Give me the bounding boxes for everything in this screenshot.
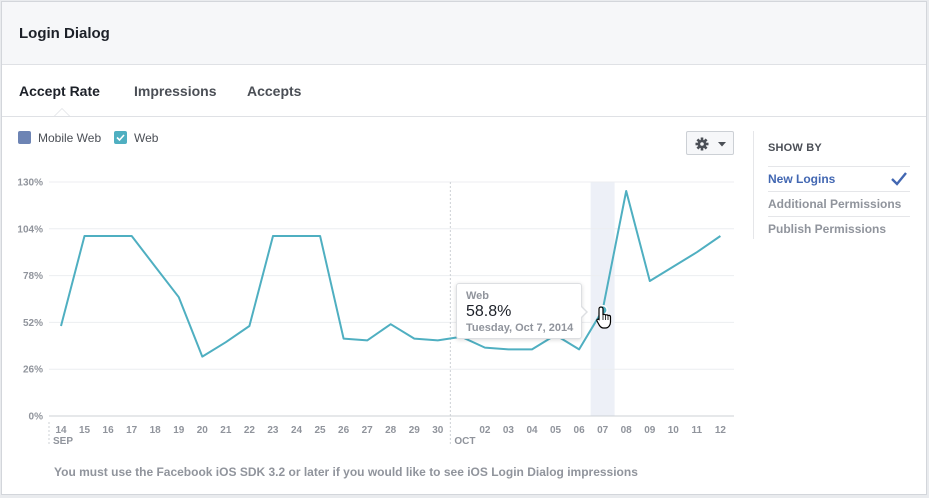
x-tick-label: 27 (362, 425, 374, 436)
month-label: OCT (454, 436, 475, 447)
y-tick-label: 26% (23, 365, 43, 376)
caret-down-icon (718, 142, 726, 147)
series-line-web (60, 190, 721, 358)
x-tick-label: 16 (103, 425, 115, 436)
x-tick-label: 15 (79, 425, 91, 436)
y-tick-label: 52% (23, 318, 43, 329)
page-title: Login Dialog (19, 25, 110, 42)
legend-label-web: Web (134, 131, 159, 145)
show-by-additional-permissions[interactable]: Additional Permissions (768, 191, 910, 216)
x-tick-label: 25 (314, 425, 326, 436)
active-tab-indicator (54, 108, 70, 116)
y-tick-label: 130% (17, 178, 43, 189)
show-by-publish-permissions-label: Publish Permissions (768, 222, 887, 236)
hand-cursor-icon (596, 306, 612, 329)
x-tick-label: 22 (244, 425, 256, 436)
tooltip-date: Tuesday, Oct 7, 2014 (466, 322, 574, 334)
x-tick-label: 14 (55, 425, 67, 436)
x-tick-label: 10 (668, 425, 680, 436)
check-icon (891, 172, 907, 186)
legend-label-mobile-web: Mobile Web (38, 131, 102, 145)
tab-impressions[interactable]: Impressions (134, 83, 217, 99)
x-tick-label: 17 (126, 425, 138, 436)
x-tick-label: 09 (644, 425, 656, 436)
x-tick-label: 29 (409, 425, 421, 436)
x-tick-label: 18 (150, 425, 162, 436)
show-by-publish-permissions[interactable]: Publish Permissions (768, 216, 910, 241)
legend-checkbox-web (114, 131, 127, 144)
x-tick-label: 28 (385, 425, 397, 436)
x-tick-label: 07 (597, 425, 609, 436)
legend-swatch-mobile-web (18, 131, 31, 144)
tab-accepts[interactable]: Accepts (247, 83, 302, 99)
tooltip-arrow (580, 305, 588, 319)
x-tick-label: 19 (173, 425, 185, 436)
gear-icon (695, 137, 726, 151)
x-tick-label: 11 (692, 425, 703, 436)
tab-accept-rate[interactable]: Accept Rate (19, 83, 100, 99)
month-label: SEP (53, 436, 73, 447)
tooltip-series: Web (466, 290, 490, 302)
x-tick-label: 03 (503, 425, 515, 436)
x-tick-label: 26 (338, 425, 350, 436)
x-tick-label: 06 (574, 425, 586, 436)
x-tick-label: 24 (291, 425, 303, 436)
show-by-new-logins[interactable]: New Logins (768, 166, 910, 191)
show-by-title: SHOW BY (768, 142, 822, 154)
show-by-additional-permissions-label: Additional Permissions (768, 197, 902, 211)
x-tick-label: 21 (220, 425, 232, 436)
x-tick-label: 04 (526, 425, 538, 436)
y-tick-label: 78% (23, 271, 43, 282)
x-tick-label: 08 (621, 425, 633, 436)
checkmark-icon (116, 134, 125, 142)
chart-settings-button[interactable] (686, 131, 734, 155)
y-tick-label: 0% (29, 412, 44, 423)
x-tick-label: 30 (432, 425, 444, 436)
x-tick-label: 12 (715, 425, 727, 436)
sidebar-divider (753, 131, 754, 239)
x-tick-label: 02 (479, 425, 491, 436)
tooltip-value: 58.8% (466, 303, 512, 320)
x-tick-label: 20 (197, 425, 209, 436)
x-tick-label: 05 (550, 425, 562, 436)
show-by-new-logins-label: New Logins (768, 172, 836, 186)
y-tick-label: 104% (17, 224, 43, 235)
tab-bar: Accept Rate Impressions Accepts (2, 65, 926, 117)
panel-header: Login Dialog (2, 2, 926, 65)
sdk-footnote: You must use the Facebook iOS SDK 3.2 or… (54, 465, 638, 479)
highlight-band (590, 182, 615, 416)
x-tick-label: 23 (267, 425, 279, 436)
chart-tooltip: Web 58.8% Tuesday, Oct 7, 2014 (456, 283, 588, 339)
